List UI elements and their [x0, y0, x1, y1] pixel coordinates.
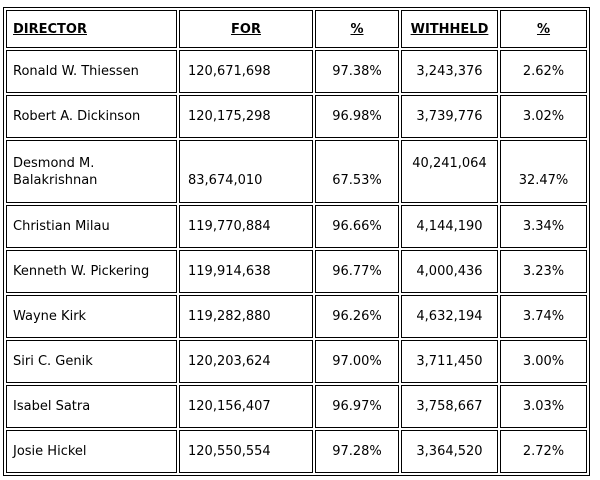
director-row: Desmond M. Balakrishnan 83,674,010 67.53… [6, 140, 587, 203]
for-votes-cell: 119,770,884 [179, 205, 313, 248]
director-row: Wayne Kirk 119,282,880 96.26% 4,632,194 … [6, 295, 587, 338]
withheld-pct-cell: 2.62% [500, 50, 587, 93]
col-header-director-label: DIRECTOR [13, 21, 87, 37]
for-votes-cell: 119,282,880 [179, 295, 313, 338]
table-header-row: DIRECTOR FOR % WITHHELD % [6, 10, 587, 48]
for-votes-cell: 120,550,554 [179, 430, 313, 473]
for-pct-cell: 96.26% [315, 295, 399, 338]
director-name-cell: Desmond M. Balakrishnan [6, 140, 177, 203]
for-votes-cell: 119,914,638 [179, 250, 313, 293]
col-header-withheld: WITHHELD [401, 10, 498, 48]
withheld-votes-cell: 3,758,667 [401, 385, 498, 428]
col-header-pct-withheld-label: % [536, 21, 551, 37]
col-header-for-label: FOR [231, 21, 261, 37]
col-header-pct-for-label: % [350, 21, 364, 37]
withheld-pct-cell: 32.47% [500, 140, 587, 203]
for-votes-cell: 83,674,010 [179, 140, 313, 203]
director-name-cell: Christian Milau [6, 205, 177, 248]
col-header-director: DIRECTOR [6, 10, 177, 48]
for-votes-cell: 120,156,407 [179, 385, 313, 428]
withheld-pct-cell: 3.00% [500, 340, 587, 383]
for-pct-cell: 97.28% [315, 430, 399, 473]
for-pct-cell: 97.38% [315, 50, 399, 93]
withheld-votes-cell: 40,241,064 [401, 140, 498, 203]
director-row: Ronald W. Thiessen 120,671,698 97.38% 3,… [6, 50, 587, 93]
for-pct-cell: 67.53% [315, 140, 399, 203]
for-pct-cell: 97.00% [315, 340, 399, 383]
withheld-votes-cell: 4,632,194 [401, 295, 498, 338]
director-name-cell: Siri C. Genik [6, 340, 177, 383]
withheld-pct-cell: 3.02% [500, 95, 587, 138]
director-name-cell: Isabel Satra [6, 385, 177, 428]
vote-results-table: DIRECTOR FOR % WITHHELD % Ronald W. Thie… [3, 7, 590, 476]
for-votes-cell: 120,175,298 [179, 95, 313, 138]
withheld-votes-cell: 3,364,520 [401, 430, 498, 473]
director-row: Robert A. Dickinson 120,175,298 96.98% 3… [6, 95, 587, 138]
director-name-cell: Robert A. Dickinson [6, 95, 177, 138]
for-votes-cell: 120,671,698 [179, 50, 313, 93]
withheld-votes-cell: 4,144,190 [401, 205, 498, 248]
director-row: Isabel Satra 120,156,407 96.97% 3,758,66… [6, 385, 587, 428]
director-row: Siri C. Genik 120,203,624 97.00% 3,711,4… [6, 340, 587, 383]
director-name-cell: Ronald W. Thiessen [6, 50, 177, 93]
withheld-votes-cell: 3,243,376 [401, 50, 498, 93]
withheld-pct-cell: 3.34% [500, 205, 587, 248]
col-header-for: FOR [179, 10, 313, 48]
withheld-pct-cell: 2.72% [500, 430, 587, 473]
for-pct-cell: 96.98% [315, 95, 399, 138]
director-name-cell: Kenneth W. Pickering [6, 250, 177, 293]
director-name-cell: Wayne Kirk [6, 295, 177, 338]
col-header-withheld-label: WITHHELD [410, 21, 489, 37]
withheld-votes-cell: 3,739,776 [401, 95, 498, 138]
withheld-votes-cell: 4,000,436 [401, 250, 498, 293]
col-header-pct-for: % [315, 10, 399, 48]
for-votes-cell: 120,203,624 [179, 340, 313, 383]
col-header-pct-withheld: % [500, 10, 587, 48]
director-row: Kenneth W. Pickering 119,914,638 96.77% … [6, 250, 587, 293]
withheld-pct-cell: 3.74% [500, 295, 587, 338]
for-pct-cell: 96.97% [315, 385, 399, 428]
for-pct-cell: 96.66% [315, 205, 399, 248]
director-name-cell: Josie Hickel [6, 430, 177, 473]
director-row: Christian Milau 119,770,884 96.66% 4,144… [6, 205, 587, 248]
director-row: Josie Hickel 120,550,554 97.28% 3,364,52… [6, 430, 587, 473]
withheld-pct-cell: 3.03% [500, 385, 587, 428]
withheld-pct-cell: 3.23% [500, 250, 587, 293]
for-pct-cell: 96.77% [315, 250, 399, 293]
withheld-votes-cell: 3,711,450 [401, 340, 498, 383]
